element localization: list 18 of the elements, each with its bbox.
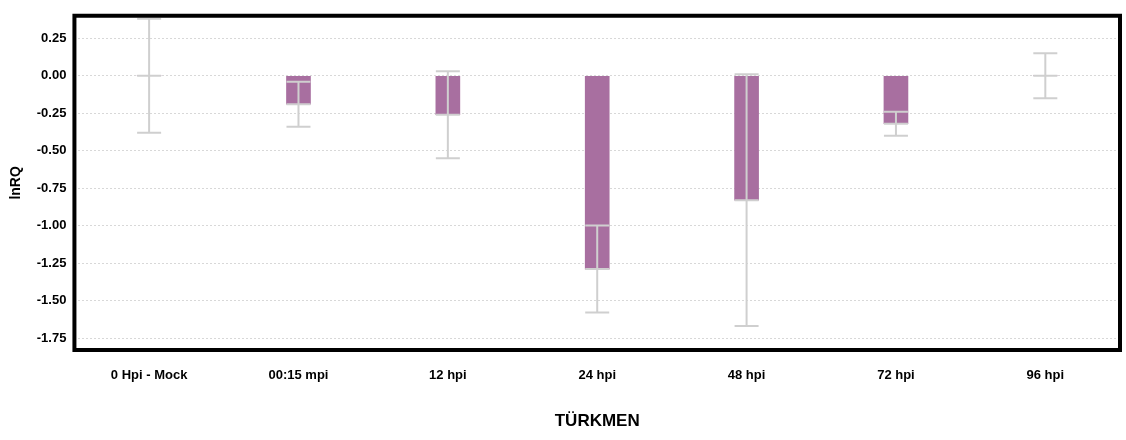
x-tick-label: 0 Hpi - Mock [110,367,189,383]
y-axis-title: lnRQ [7,166,24,200]
x-axis-title: TÜRKMEN [554,411,640,431]
y-tick-label: -0.75 [36,179,67,195]
y-tick-label: -0.25 [36,104,67,120]
y-tick-label: -1.00 [36,217,67,233]
y-tick-label: 0.25 [41,29,67,45]
y-tick-label: -0.50 [36,142,67,158]
y-tick-label: -1.25 [36,254,67,270]
x-tick-label: 48 hpi [727,367,766,383]
x-tick-label: 00:15 mpi [268,367,329,383]
x-tick-label: 96 hpi [1026,367,1065,383]
x-tick-label: 12 hpi [429,367,467,383]
y-tick-label: -1.75 [36,329,67,345]
y-tick-label: 0.00 [41,67,67,83]
x-tick-label: 72 hpi [877,367,915,383]
x-tick-label: 24 hpi [578,367,616,383]
y-tick-label: -1.50 [36,292,67,308]
